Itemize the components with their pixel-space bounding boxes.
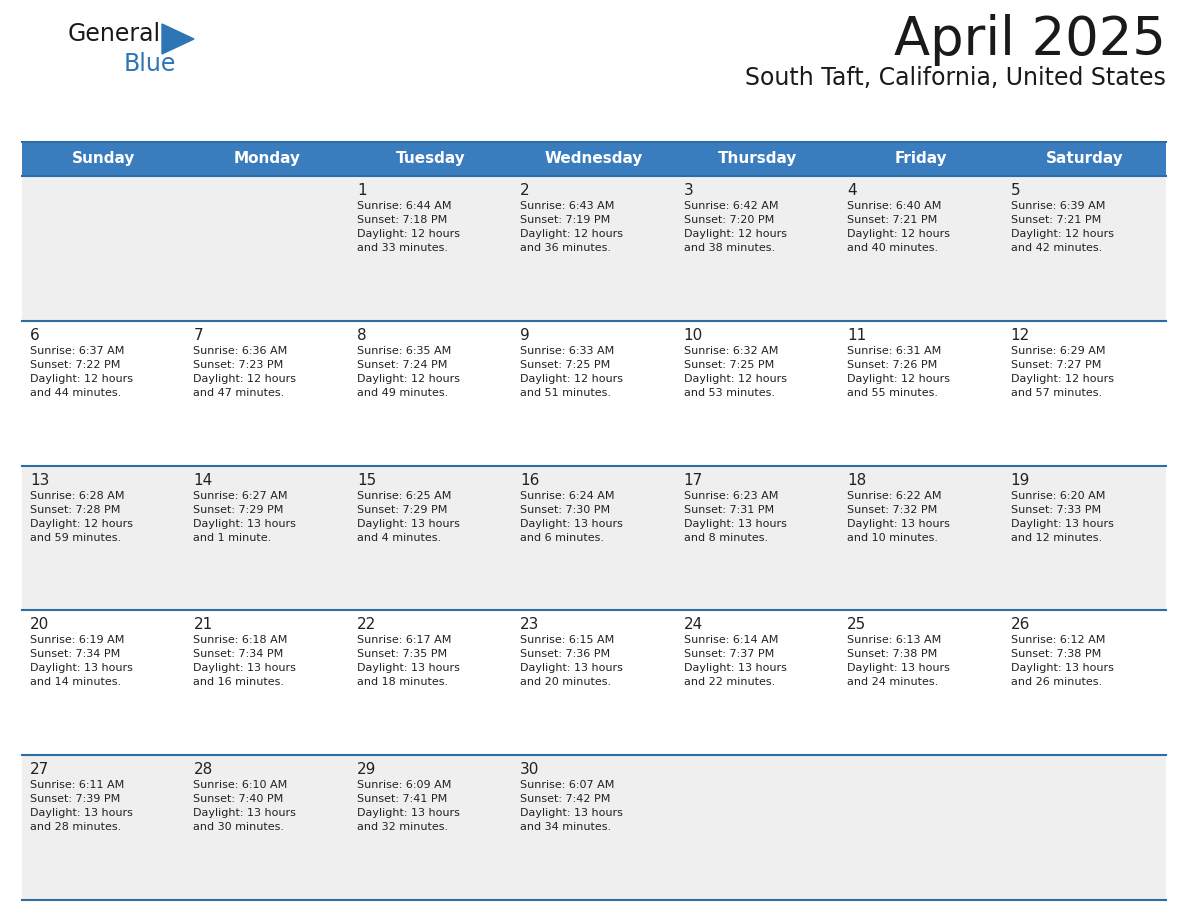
Text: Sunrise: 6:23 AM
Sunset: 7:31 PM
Daylight: 13 hours
and 8 minutes.: Sunrise: 6:23 AM Sunset: 7:31 PM Dayligh… — [684, 490, 786, 543]
Text: Sunrise: 6:42 AM
Sunset: 7:20 PM
Daylight: 12 hours
and 38 minutes.: Sunrise: 6:42 AM Sunset: 7:20 PM Dayligh… — [684, 201, 786, 253]
Text: Sunday: Sunday — [72, 151, 135, 166]
Text: Sunrise: 6:44 AM
Sunset: 7:18 PM
Daylight: 12 hours
and 33 minutes.: Sunrise: 6:44 AM Sunset: 7:18 PM Dayligh… — [356, 201, 460, 253]
Text: General: General — [68, 22, 162, 46]
Text: Sunrise: 6:28 AM
Sunset: 7:28 PM
Daylight: 12 hours
and 59 minutes.: Sunrise: 6:28 AM Sunset: 7:28 PM Dayligh… — [30, 490, 133, 543]
Text: 16: 16 — [520, 473, 539, 487]
Text: 14: 14 — [194, 473, 213, 487]
Text: 23: 23 — [520, 618, 539, 633]
Text: Monday: Monday — [234, 151, 301, 166]
Text: 4: 4 — [847, 183, 857, 198]
Text: 10: 10 — [684, 328, 703, 342]
Bar — [23, 176, 1165, 320]
Text: Sunrise: 6:39 AM
Sunset: 7:21 PM
Daylight: 12 hours
and 42 minutes.: Sunrise: 6:39 AM Sunset: 7:21 PM Dayligh… — [1011, 201, 1113, 253]
Text: Sunrise: 6:17 AM
Sunset: 7:35 PM
Daylight: 13 hours
and 18 minutes.: Sunrise: 6:17 AM Sunset: 7:35 PM Dayligh… — [356, 635, 460, 688]
Text: 17: 17 — [684, 473, 703, 487]
Text: 13: 13 — [30, 473, 50, 487]
Text: Sunrise: 6:07 AM
Sunset: 7:42 PM
Daylight: 13 hours
and 34 minutes.: Sunrise: 6:07 AM Sunset: 7:42 PM Dayligh… — [520, 780, 624, 833]
Text: 8: 8 — [356, 328, 366, 342]
Text: Thursday: Thursday — [718, 151, 797, 166]
Text: 15: 15 — [356, 473, 377, 487]
Text: 19: 19 — [1011, 473, 1030, 487]
Text: 18: 18 — [847, 473, 866, 487]
Text: 29: 29 — [356, 762, 377, 778]
Text: Tuesday: Tuesday — [396, 151, 466, 166]
Text: 5: 5 — [1011, 183, 1020, 198]
Text: Sunrise: 6:27 AM
Sunset: 7:29 PM
Daylight: 13 hours
and 1 minute.: Sunrise: 6:27 AM Sunset: 7:29 PM Dayligh… — [194, 490, 296, 543]
Text: Sunrise: 6:29 AM
Sunset: 7:27 PM
Daylight: 12 hours
and 57 minutes.: Sunrise: 6:29 AM Sunset: 7:27 PM Dayligh… — [1011, 346, 1113, 397]
Bar — [23, 142, 1165, 176]
Text: Sunrise: 6:35 AM
Sunset: 7:24 PM
Daylight: 12 hours
and 49 minutes.: Sunrise: 6:35 AM Sunset: 7:24 PM Dayligh… — [356, 346, 460, 397]
Text: 26: 26 — [1011, 618, 1030, 633]
Text: Sunrise: 6:10 AM
Sunset: 7:40 PM
Daylight: 13 hours
and 30 minutes.: Sunrise: 6:10 AM Sunset: 7:40 PM Dayligh… — [194, 780, 296, 833]
Text: Sunrise: 6:40 AM
Sunset: 7:21 PM
Daylight: 12 hours
and 40 minutes.: Sunrise: 6:40 AM Sunset: 7:21 PM Dayligh… — [847, 201, 950, 253]
Text: Sunrise: 6:36 AM
Sunset: 7:23 PM
Daylight: 12 hours
and 47 minutes.: Sunrise: 6:36 AM Sunset: 7:23 PM Dayligh… — [194, 346, 297, 397]
Text: 9: 9 — [520, 328, 530, 342]
Text: Saturday: Saturday — [1045, 151, 1123, 166]
Text: 3: 3 — [684, 183, 694, 198]
Bar — [23, 756, 1165, 900]
Text: April 2025: April 2025 — [895, 14, 1165, 66]
Text: Sunrise: 6:09 AM
Sunset: 7:41 PM
Daylight: 13 hours
and 32 minutes.: Sunrise: 6:09 AM Sunset: 7:41 PM Dayligh… — [356, 780, 460, 833]
Text: 11: 11 — [847, 328, 866, 342]
Text: 25: 25 — [847, 618, 866, 633]
Text: 20: 20 — [30, 618, 49, 633]
Text: 30: 30 — [520, 762, 539, 778]
Polygon shape — [162, 24, 194, 54]
Text: Sunrise: 6:14 AM
Sunset: 7:37 PM
Daylight: 13 hours
and 22 minutes.: Sunrise: 6:14 AM Sunset: 7:37 PM Dayligh… — [684, 635, 786, 688]
Text: 7: 7 — [194, 328, 203, 342]
Text: Sunrise: 6:31 AM
Sunset: 7:26 PM
Daylight: 12 hours
and 55 minutes.: Sunrise: 6:31 AM Sunset: 7:26 PM Dayligh… — [847, 346, 950, 397]
Bar — [23, 320, 1165, 465]
Text: 21: 21 — [194, 618, 213, 633]
Text: Sunrise: 6:12 AM
Sunset: 7:38 PM
Daylight: 13 hours
and 26 minutes.: Sunrise: 6:12 AM Sunset: 7:38 PM Dayligh… — [1011, 635, 1113, 688]
Text: Sunrise: 6:32 AM
Sunset: 7:25 PM
Daylight: 12 hours
and 53 minutes.: Sunrise: 6:32 AM Sunset: 7:25 PM Dayligh… — [684, 346, 786, 397]
Text: Sunrise: 6:11 AM
Sunset: 7:39 PM
Daylight: 13 hours
and 28 minutes.: Sunrise: 6:11 AM Sunset: 7:39 PM Dayligh… — [30, 780, 133, 833]
Text: Sunrise: 6:33 AM
Sunset: 7:25 PM
Daylight: 12 hours
and 51 minutes.: Sunrise: 6:33 AM Sunset: 7:25 PM Dayligh… — [520, 346, 624, 397]
Bar — [23, 610, 1165, 756]
Text: Sunrise: 6:24 AM
Sunset: 7:30 PM
Daylight: 13 hours
and 6 minutes.: Sunrise: 6:24 AM Sunset: 7:30 PM Dayligh… — [520, 490, 624, 543]
Text: Sunrise: 6:18 AM
Sunset: 7:34 PM
Daylight: 13 hours
and 16 minutes.: Sunrise: 6:18 AM Sunset: 7:34 PM Dayligh… — [194, 635, 296, 688]
Text: Sunrise: 6:25 AM
Sunset: 7:29 PM
Daylight: 13 hours
and 4 minutes.: Sunrise: 6:25 AM Sunset: 7:29 PM Dayligh… — [356, 490, 460, 543]
Text: Sunrise: 6:19 AM
Sunset: 7:34 PM
Daylight: 13 hours
and 14 minutes.: Sunrise: 6:19 AM Sunset: 7:34 PM Dayligh… — [30, 635, 133, 688]
Text: Sunrise: 6:13 AM
Sunset: 7:38 PM
Daylight: 13 hours
and 24 minutes.: Sunrise: 6:13 AM Sunset: 7:38 PM Dayligh… — [847, 635, 950, 688]
Text: 1: 1 — [356, 183, 366, 198]
Text: Sunrise: 6:43 AM
Sunset: 7:19 PM
Daylight: 12 hours
and 36 minutes.: Sunrise: 6:43 AM Sunset: 7:19 PM Dayligh… — [520, 201, 624, 253]
Text: 6: 6 — [30, 328, 39, 342]
Text: 2: 2 — [520, 183, 530, 198]
Text: 12: 12 — [1011, 328, 1030, 342]
Text: Blue: Blue — [124, 52, 176, 76]
Text: Sunrise: 6:15 AM
Sunset: 7:36 PM
Daylight: 13 hours
and 20 minutes.: Sunrise: 6:15 AM Sunset: 7:36 PM Dayligh… — [520, 635, 624, 688]
Bar — [23, 465, 1165, 610]
Text: 22: 22 — [356, 618, 377, 633]
Text: Sunrise: 6:37 AM
Sunset: 7:22 PM
Daylight: 12 hours
and 44 minutes.: Sunrise: 6:37 AM Sunset: 7:22 PM Dayligh… — [30, 346, 133, 397]
Text: Sunrise: 6:20 AM
Sunset: 7:33 PM
Daylight: 13 hours
and 12 minutes.: Sunrise: 6:20 AM Sunset: 7:33 PM Dayligh… — [1011, 490, 1113, 543]
Text: 27: 27 — [30, 762, 49, 778]
Text: Sunrise: 6:22 AM
Sunset: 7:32 PM
Daylight: 13 hours
and 10 minutes.: Sunrise: 6:22 AM Sunset: 7:32 PM Dayligh… — [847, 490, 950, 543]
Text: South Taft, California, United States: South Taft, California, United States — [745, 66, 1165, 90]
Text: 28: 28 — [194, 762, 213, 778]
Text: Friday: Friday — [895, 151, 947, 166]
Text: Wednesday: Wednesday — [545, 151, 643, 166]
Text: 24: 24 — [684, 618, 703, 633]
